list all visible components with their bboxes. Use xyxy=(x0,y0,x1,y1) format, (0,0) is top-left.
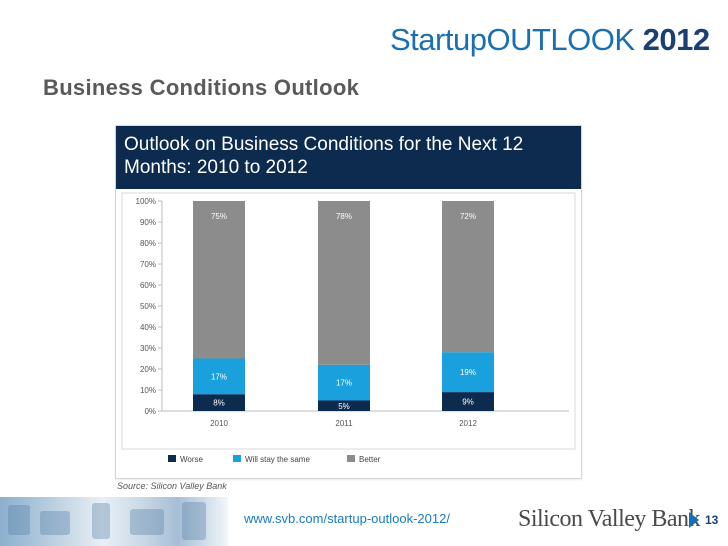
bar-better-2011 xyxy=(318,201,370,365)
y-tick-label: 70% xyxy=(140,260,156,269)
chart-title-line-2: Months: 2010 to 2012 xyxy=(124,157,308,178)
x-tick-label: 2010 xyxy=(210,419,228,428)
data-label: 78% xyxy=(336,212,352,221)
brand-year: 2012 xyxy=(642,22,710,57)
legend-swatch-better xyxy=(347,455,355,462)
source-note: Source: Silicon Valley Bank xyxy=(117,481,227,491)
chart-panel: Outlook on Business Conditions for the N… xyxy=(115,125,582,479)
brand-part-1: Startup xyxy=(390,22,487,57)
legend-label: Better xyxy=(359,455,381,464)
y-tick-label: 40% xyxy=(140,323,156,332)
data-label: 75% xyxy=(211,212,227,221)
chart-title-line-1: Outlook on Business Conditions for the N… xyxy=(124,134,524,155)
y-tick-label: 90% xyxy=(140,218,156,227)
bar-will-stay-the-same-2011 xyxy=(318,364,370,401)
y-tick-label: 10% xyxy=(140,386,156,395)
chart-title: Outlook on Business Conditions for the N… xyxy=(116,126,581,189)
x-tick-label: 2011 xyxy=(335,419,353,428)
x-tick-label: 2012 xyxy=(459,419,477,428)
bar-better-2012 xyxy=(442,201,494,353)
bar-will-stay-the-same-2012 xyxy=(442,352,494,393)
bar-better-2010 xyxy=(193,201,245,359)
y-tick-label: 100% xyxy=(136,197,156,206)
data-label: 72% xyxy=(460,212,476,221)
legend-label: Worse xyxy=(180,455,204,464)
data-label: 9% xyxy=(462,398,474,407)
data-label: 5% xyxy=(338,402,350,411)
footer-photo-collage xyxy=(0,497,228,546)
y-tick-label: 80% xyxy=(140,239,156,248)
silicon-valley-bank-logo: Silicon Valley Bank xyxy=(518,506,701,532)
chevron-right-icon xyxy=(689,512,699,528)
slide-title: Business Conditions Outlook xyxy=(43,75,360,100)
data-label: 17% xyxy=(211,372,227,381)
y-tick-label: 0% xyxy=(144,407,156,416)
data-label: 19% xyxy=(460,368,476,377)
footer-url-link[interactable]: www.svb.com/startup-outlook-2012/ xyxy=(244,511,450,526)
y-tick-label: 30% xyxy=(140,344,156,353)
stacked-bar-chart: 0% 10% 20% 30% 40% 50% 60% 70% 80% 90% 100% 8% 17% 75… xyxy=(121,192,576,464)
startup-outlook-logo: StartupOUTLOOK 2012 xyxy=(390,22,710,58)
y-tick-label: 50% xyxy=(140,302,156,311)
y-tick-label: 20% xyxy=(140,365,156,374)
brand-part-2: OUTLOOK xyxy=(486,22,635,57)
bar-worse-2011 xyxy=(318,400,370,411)
bar-worse-2010 xyxy=(193,394,245,411)
y-tick-label: 60% xyxy=(140,281,156,290)
bar-worse-2012 xyxy=(442,392,494,411)
page-number: 13 xyxy=(705,513,719,527)
data-label: 8% xyxy=(213,399,225,408)
legend-swatch-worse xyxy=(168,455,176,462)
data-label: 17% xyxy=(336,379,352,388)
legend-swatch-will-stay-the-same xyxy=(233,455,241,462)
legend-label: Will stay the same xyxy=(245,455,310,464)
plot-border xyxy=(121,192,576,450)
bar-will-stay-the-same-2010 xyxy=(193,358,245,395)
